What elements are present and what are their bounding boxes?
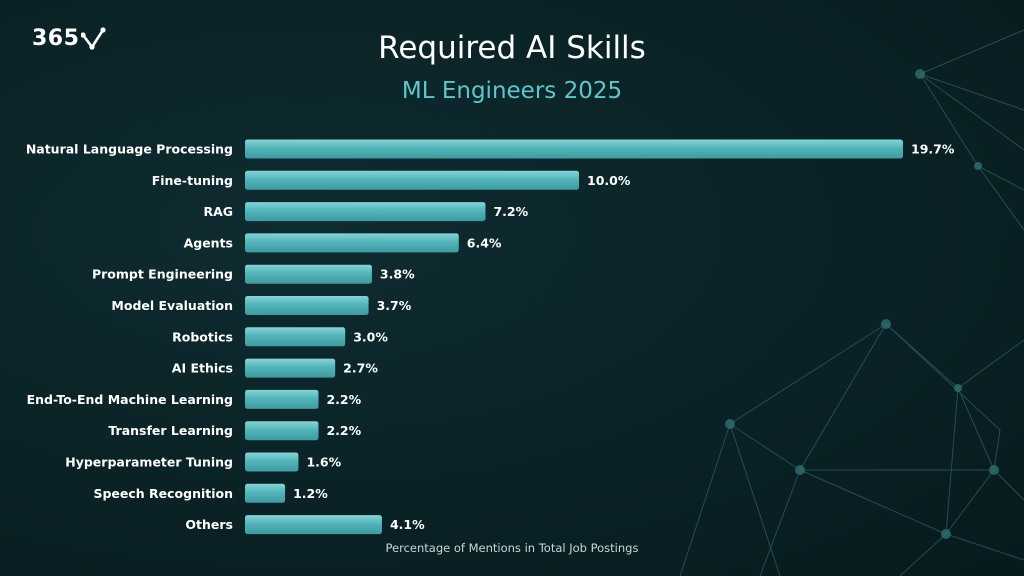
bar xyxy=(245,452,299,472)
value-label: 7.2% xyxy=(493,204,528,219)
category-label: Natural Language Processing xyxy=(26,142,233,157)
category-label: Model Evaluation xyxy=(111,298,233,313)
value-label: 3.0% xyxy=(353,329,388,344)
bar xyxy=(245,327,346,347)
category-label: AI Ethics xyxy=(172,361,233,376)
chart-subtitle: ML Engineers 2025 xyxy=(401,78,623,104)
x-axis-label: Percentage of Mentions in Total Job Post… xyxy=(385,541,639,555)
value-label: 2.7% xyxy=(343,361,378,376)
category-label: Others xyxy=(185,517,233,532)
value-label: 3.7% xyxy=(377,298,412,313)
category-label: Fine-tuning xyxy=(152,173,233,188)
category-label: Transfer Learning xyxy=(108,423,233,438)
category-label: Robotics xyxy=(172,329,233,344)
bar xyxy=(245,421,319,441)
bar xyxy=(245,264,372,284)
bar xyxy=(245,202,486,222)
bar xyxy=(245,296,369,315)
brand-logo: 365 xyxy=(32,26,107,51)
category-label: Prompt Engineering xyxy=(92,267,233,282)
bar xyxy=(245,515,382,535)
category-label: Agents xyxy=(184,235,233,250)
bar xyxy=(245,233,459,253)
value-label: 10.0% xyxy=(587,173,631,188)
value-label: 19.7% xyxy=(911,142,955,157)
value-label: 4.1% xyxy=(390,517,425,532)
category-label: End-To-End Machine Learning xyxy=(27,392,233,407)
chart-title: Required AI Skills xyxy=(378,30,646,66)
logo-checkmark-icon xyxy=(81,26,107,50)
bar xyxy=(245,170,580,190)
bar xyxy=(245,483,286,503)
bar xyxy=(245,389,319,409)
value-label: 2.2% xyxy=(326,392,361,407)
value-label: 1.2% xyxy=(293,486,328,501)
bar xyxy=(245,139,903,159)
value-label: 1.6% xyxy=(306,455,341,470)
category-label: RAG xyxy=(203,204,233,219)
category-label: Hyperparameter Tuning xyxy=(65,455,233,470)
value-label: 6.4% xyxy=(467,235,502,250)
value-label: 2.2% xyxy=(326,423,361,438)
category-label: Speech Recognition xyxy=(93,486,233,501)
value-label: 3.8% xyxy=(380,267,415,282)
logo-text: 365 xyxy=(32,26,80,51)
bar xyxy=(245,358,336,378)
